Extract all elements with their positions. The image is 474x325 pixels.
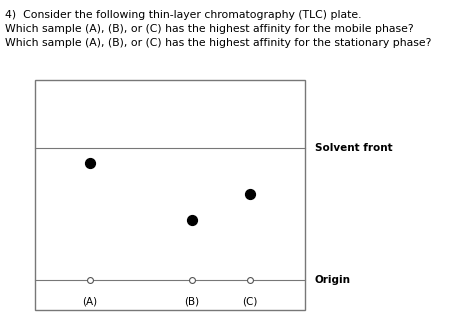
Text: (A): (A) bbox=[82, 296, 98, 306]
Bar bbox=[35, 80, 305, 310]
Text: (B): (B) bbox=[184, 296, 200, 306]
Point bbox=[86, 161, 94, 166]
Text: 4)  Consider the following thin-layer chromatography (TLC) plate.: 4) Consider the following thin-layer chr… bbox=[5, 10, 362, 20]
Text: Solvent front: Solvent front bbox=[315, 143, 392, 153]
Point bbox=[86, 278, 94, 283]
Text: Origin: Origin bbox=[315, 275, 351, 285]
Text: Which sample (A), (B), or (C) has the highest affinity for the mobile phase?: Which sample (A), (B), or (C) has the hi… bbox=[5, 24, 414, 34]
Text: (C): (C) bbox=[242, 296, 258, 306]
Point bbox=[246, 191, 254, 197]
Point bbox=[188, 217, 196, 223]
Point bbox=[246, 278, 254, 283]
Point bbox=[188, 278, 196, 283]
Text: Which sample (A), (B), or (C) has the highest affinity for the stationary phase?: Which sample (A), (B), or (C) has the hi… bbox=[5, 38, 431, 48]
